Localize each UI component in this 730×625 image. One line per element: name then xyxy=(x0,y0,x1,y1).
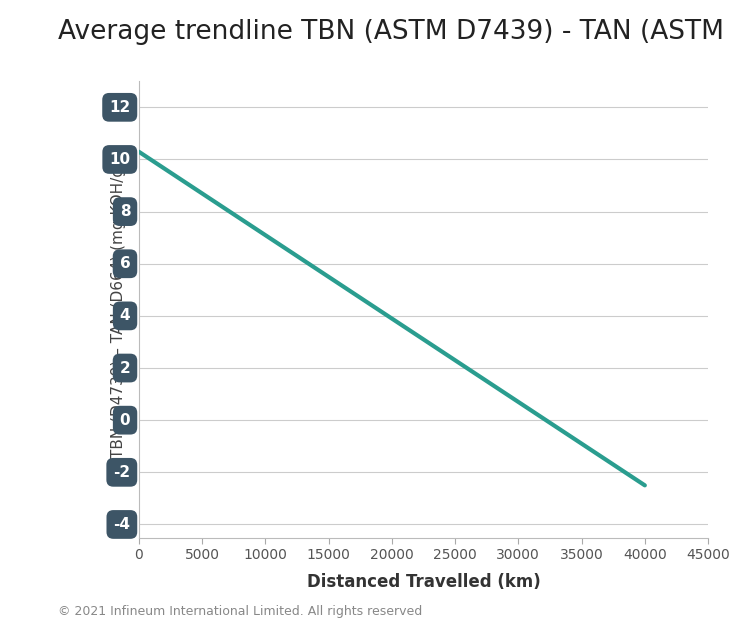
Text: 8: 8 xyxy=(120,204,131,219)
X-axis label: Distanced Travelled (km): Distanced Travelled (km) xyxy=(307,573,540,591)
Text: -2: -2 xyxy=(113,465,131,480)
Text: 10: 10 xyxy=(110,152,131,167)
Text: © 2021 Infineum International Limited. All rights reserved: © 2021 Infineum International Limited. A… xyxy=(58,604,423,618)
Y-axis label: TBN (D4739) – TAN (D664) (mg KOH/g): TBN (D4739) – TAN (D664) (mg KOH/g) xyxy=(110,161,126,458)
Text: 12: 12 xyxy=(109,100,131,115)
Text: 4: 4 xyxy=(120,308,131,323)
Text: 6: 6 xyxy=(120,256,131,271)
Text: 0: 0 xyxy=(120,412,131,428)
Text: 2: 2 xyxy=(120,361,131,376)
Text: Average trendline TBN (ASTM D7439) - TAN (ASTM D664): Average trendline TBN (ASTM D7439) - TAN… xyxy=(58,19,730,45)
Text: -4: -4 xyxy=(113,517,131,532)
